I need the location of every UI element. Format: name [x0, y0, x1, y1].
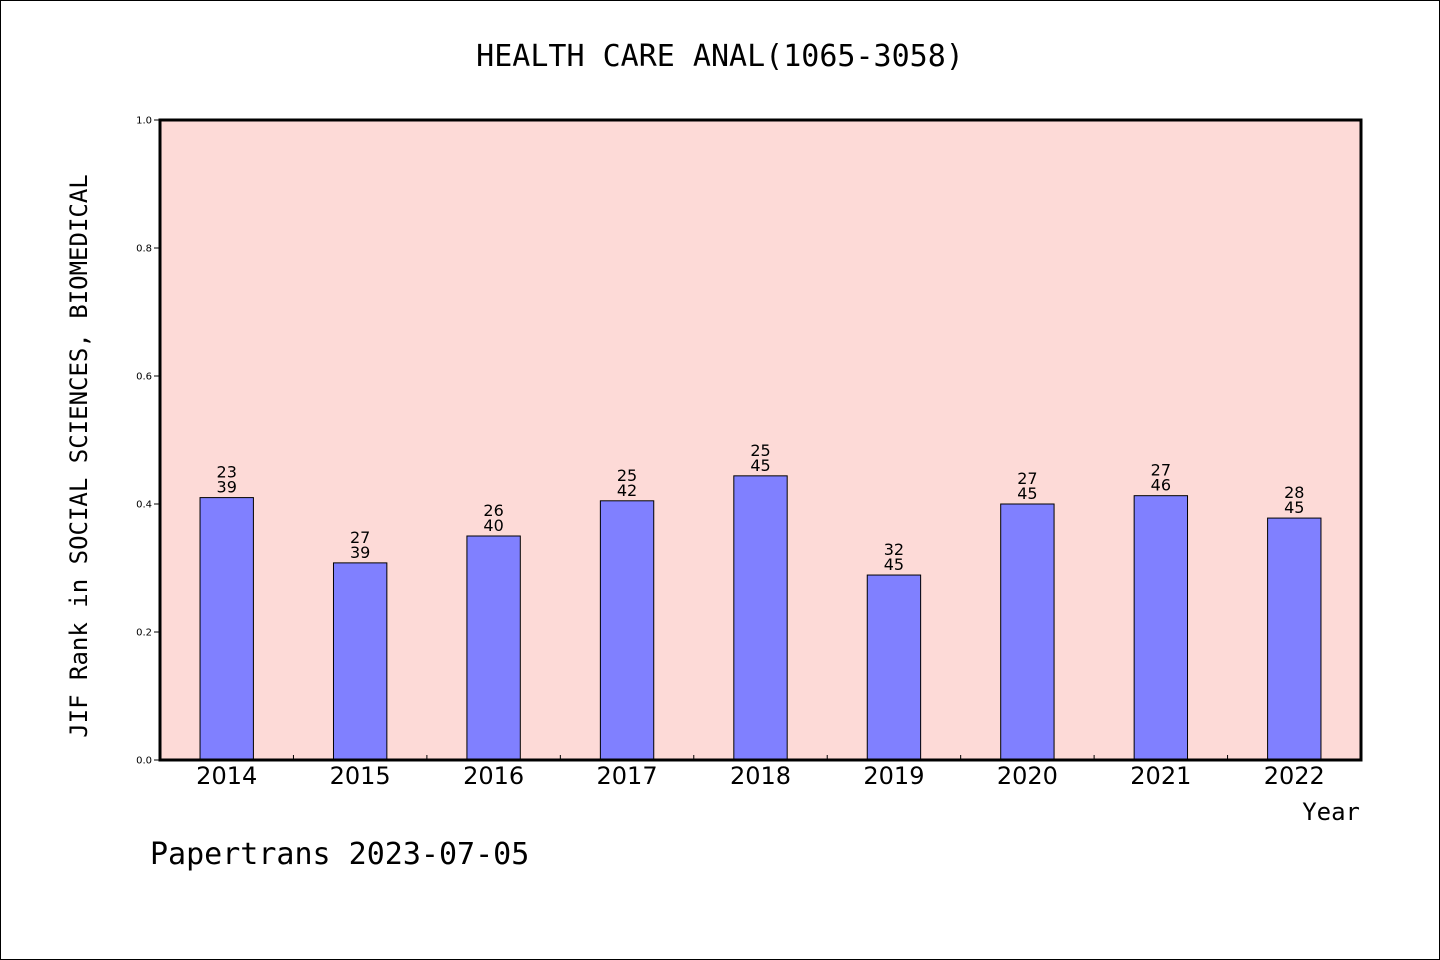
bar-rank-label: 28 [1284, 483, 1304, 502]
x-tick-label: 2017 [597, 762, 658, 790]
bar-2016 [466, 535, 521, 761]
bar-total-label: 39 [217, 478, 237, 497]
bar-total-label: 42 [617, 481, 637, 500]
bar-total-label: 46 [1151, 476, 1171, 495]
bar-2022 [1267, 517, 1322, 761]
bar-2017 [599, 500, 655, 761]
x-tick-label: 2015 [330, 762, 391, 790]
bars-group [199, 475, 1322, 761]
bar-rank-label: 25 [750, 441, 770, 460]
x-tick-label: 2021 [1130, 762, 1191, 790]
bar-total-label: 40 [483, 516, 503, 535]
bar-rank-label: 25 [617, 466, 637, 485]
y-tick-label: 0.2 [136, 628, 152, 639]
x-axis-label: Year [1302, 798, 1360, 826]
bar-total-label: 45 [750, 456, 770, 475]
bar-total-label: 45 [884, 555, 904, 574]
y-tick-label: 0.6 [136, 372, 152, 383]
chart-title: HEALTH CARE ANAL(1065-3058) [476, 39, 964, 74]
bar-2015 [332, 562, 388, 761]
y-tick-label: 0.0 [136, 756, 152, 767]
bar-rank-label: 27 [1151, 461, 1171, 480]
y-tick-label: 1.0 [136, 116, 152, 127]
bar-rank-label: 27 [1017, 469, 1037, 488]
y-axis: 0.0 0.2 0.4 0.6 0.8 1.0 [136, 116, 160, 767]
bar-rank-label: 27 [350, 528, 370, 547]
y-axis-label: JIF Rank in SOCIAL SCIENCES, BIOMEDICAL [65, 174, 93, 738]
footer-credit: Papertrans 2023-07-05 [150, 837, 529, 872]
x-tick-label: 2020 [997, 762, 1058, 790]
bar-total-label: 45 [1284, 498, 1304, 517]
x-tick-label: 2019 [863, 762, 924, 790]
y-tick-label: 0.8 [136, 244, 152, 255]
y-tick-label: 0.4 [136, 500, 152, 511]
bar-rank-label: 23 [217, 463, 237, 482]
bar-rank-label: 32 [884, 540, 904, 559]
bar-2021 [1133, 495, 1189, 761]
x-tick-label: 2016 [463, 762, 524, 790]
bar-2019 [866, 574, 922, 761]
x-tick-label: 2022 [1264, 762, 1325, 790]
bar-total-label: 45 [1017, 484, 1037, 503]
bar-2018 [733, 475, 788, 761]
x-tick-label: 2018 [730, 762, 791, 790]
x-axis: 2014 2015 2016 2017 2018 2019 2020 2021 2022 [196, 755, 1325, 790]
bar-2014 [199, 497, 254, 761]
bar-2020 [1000, 503, 1055, 761]
plot-border [158, 118, 1363, 762]
bar-total-label: 39 [350, 543, 370, 562]
x-tick-label: 2014 [196, 762, 257, 790]
bar-rank-label: 26 [483, 501, 503, 520]
